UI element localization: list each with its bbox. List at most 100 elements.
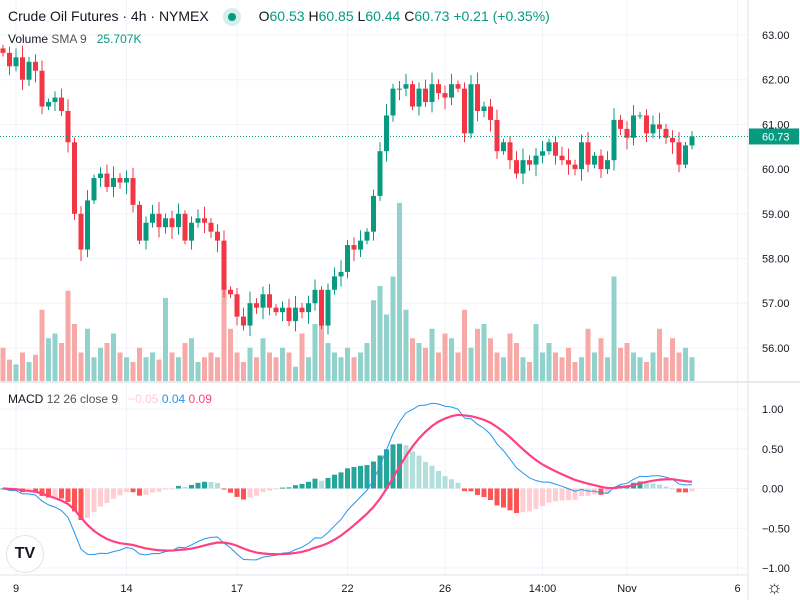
candle bbox=[546, 138, 552, 155]
price-tick-label: 60.00 bbox=[762, 164, 790, 176]
volume-bar bbox=[371, 300, 376, 381]
candle-body bbox=[234, 294, 240, 317]
candle-body bbox=[98, 173, 103, 179]
volume-bar bbox=[507, 333, 513, 381]
macd-histogram-bar bbox=[52, 488, 58, 498]
candle-body bbox=[195, 218, 201, 223]
volume-bar bbox=[345, 347, 350, 381]
candle-body bbox=[481, 106, 487, 111]
candle bbox=[598, 149, 604, 179]
macd-histogram-bar bbox=[670, 488, 675, 490]
candle-body bbox=[319, 289, 324, 326]
volume-bar bbox=[390, 276, 396, 381]
volume-legend[interactable]: Volume SMA 9 25.707K bbox=[8, 32, 142, 46]
candle bbox=[306, 295, 311, 324]
candle bbox=[384, 103, 389, 162]
candle-body bbox=[358, 240, 363, 250]
candle bbox=[397, 81, 402, 101]
macd-histogram-bar bbox=[143, 488, 149, 495]
macd-histogram-bar bbox=[228, 488, 233, 493]
macd-histogram-bar bbox=[488, 488, 493, 501]
candle bbox=[221, 230, 227, 298]
candle-body bbox=[514, 160, 519, 174]
macd-histogram-bar bbox=[364, 465, 370, 489]
candle-body bbox=[397, 88, 402, 90]
volume-bar bbox=[332, 352, 337, 381]
macd-histogram-bar bbox=[156, 488, 162, 492]
macd-tick-label: 0.00 bbox=[762, 484, 783, 496]
candle-body bbox=[520, 160, 526, 174]
candle-body bbox=[13, 57, 19, 67]
macd-legend[interactable]: MACD 12 26 close 9 −0.05 0.04 0.09 bbox=[8, 392, 212, 406]
macd-histogram-bar bbox=[247, 488, 253, 498]
macd-histogram-bar bbox=[501, 488, 506, 508]
volume-bar bbox=[416, 343, 422, 381]
volume-bar bbox=[33, 354, 38, 381]
candle bbox=[13, 48, 19, 72]
macd-histogram-bar bbox=[390, 444, 396, 489]
candle-body bbox=[72, 142, 77, 214]
macd-histogram-bar bbox=[293, 485, 298, 489]
macd-histogram-bar bbox=[59, 488, 64, 499]
candle-body bbox=[488, 106, 493, 120]
volume-bar bbox=[150, 352, 155, 381]
macd-histogram-bar bbox=[273, 488, 279, 490]
candle-body bbox=[371, 195, 376, 232]
candle bbox=[247, 291, 253, 336]
candle-body bbox=[650, 124, 656, 134]
volume-bar bbox=[208, 352, 214, 381]
settings-gear-icon[interactable]: ☼ bbox=[766, 577, 783, 597]
macd-tick-label: 0.50 bbox=[762, 444, 783, 456]
volume-bar bbox=[683, 347, 688, 381]
candle-body bbox=[338, 271, 344, 277]
candle-body bbox=[7, 52, 12, 67]
candle bbox=[124, 170, 129, 195]
volume-bar bbox=[403, 309, 409, 381]
candle bbox=[403, 73, 409, 97]
candle-body bbox=[683, 145, 688, 165]
price-tick-label: 58.00 bbox=[762, 254, 790, 266]
candle-body bbox=[572, 164, 578, 170]
candle-body bbox=[442, 93, 448, 98]
candle bbox=[228, 286, 233, 298]
time-tick-label: Nov bbox=[617, 583, 637, 595]
candle bbox=[260, 286, 266, 320]
candle bbox=[85, 190, 90, 258]
macd-histogram-bar bbox=[579, 488, 584, 497]
candle-body bbox=[59, 97, 64, 111]
candle bbox=[481, 101, 487, 118]
volume-bar bbox=[143, 357, 149, 381]
macd-tick-label: −0.50 bbox=[762, 523, 790, 535]
candle-body bbox=[46, 102, 51, 107]
candle-body bbox=[228, 289, 233, 295]
tradingview-logo[interactable]: TV bbox=[6, 535, 44, 573]
candle bbox=[91, 174, 97, 204]
candle-body bbox=[273, 307, 279, 313]
macd-histogram-bar bbox=[416, 455, 422, 489]
volume-bar bbox=[26, 362, 32, 381]
candle bbox=[520, 148, 526, 184]
volume-bar bbox=[254, 357, 259, 381]
time-tick-label: 22 bbox=[341, 583, 353, 595]
candle-body bbox=[241, 316, 246, 326]
volume-bar bbox=[436, 352, 441, 381]
macd-histogram-bar bbox=[46, 488, 51, 498]
symbol-title[interactable]: Crude Oil Futures · 4h · NYMEX bbox=[8, 8, 209, 24]
macd-histogram-bar bbox=[494, 488, 500, 506]
volume-bar bbox=[65, 290, 71, 381]
signal-line bbox=[2, 413, 693, 556]
candle bbox=[189, 216, 194, 250]
candle bbox=[169, 210, 175, 239]
candle-body bbox=[254, 303, 259, 308]
candle-body bbox=[384, 115, 389, 152]
candle bbox=[163, 213, 168, 234]
volume-bar bbox=[384, 314, 389, 381]
last-price-tag bbox=[749, 128, 799, 145]
macd-histogram-bar bbox=[208, 481, 214, 489]
volume-bar bbox=[611, 276, 617, 381]
volume-bar bbox=[605, 357, 610, 381]
close-value: 60.73 bbox=[414, 8, 450, 24]
candle bbox=[176, 203, 181, 235]
candle-body bbox=[468, 84, 474, 134]
